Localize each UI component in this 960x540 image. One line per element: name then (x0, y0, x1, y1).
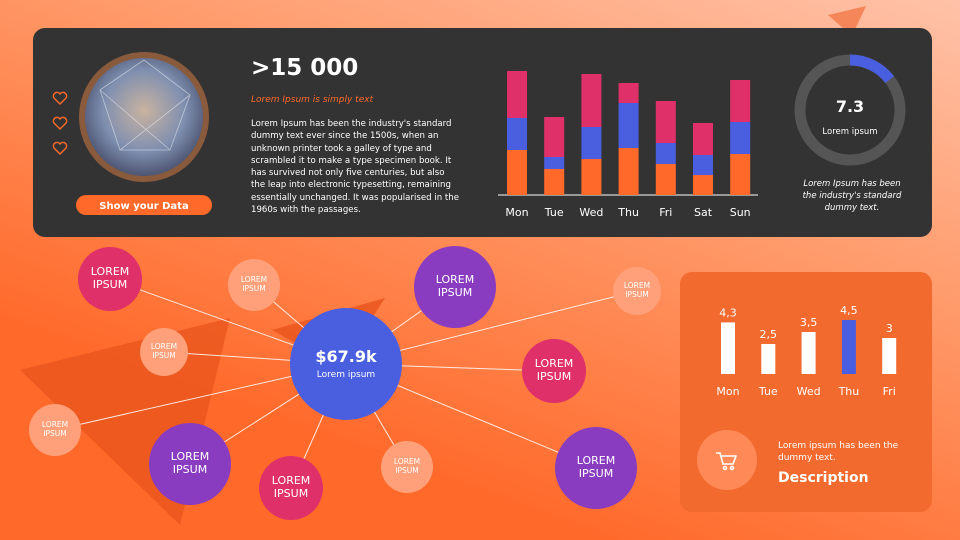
description-text: Lorem ipsum has been the dummy text. (778, 441, 899, 463)
value-label: 4,5 (840, 304, 858, 317)
bar-segment (730, 154, 751, 195)
node-label: LOREM IPSUM (240, 275, 268, 293)
node-label: LOREM IPSUM (393, 457, 421, 475)
node-label: LOREM IPSUM (435, 273, 475, 299)
network-node: LOREM IPSUM (555, 427, 637, 509)
x-tick-label: Wed (579, 206, 603, 219)
stat-value: >15 000 (251, 55, 359, 81)
bar-segment (581, 127, 602, 159)
bar-segment (693, 175, 713, 195)
button-bg[interactable] (76, 195, 212, 215)
description-title: Description (778, 470, 869, 486)
x-tick-label: Wed (797, 385, 821, 398)
network-node: LOREM IPSUM (228, 259, 280, 311)
triangle (828, 6, 866, 36)
bar-segment (581, 159, 602, 195)
node-label: LOREM IPSUM (150, 342, 178, 360)
x-tick-label: Tue (544, 206, 564, 219)
node-label: LOREM IPSUM (623, 281, 651, 299)
x-tick-label: Sun (730, 206, 751, 219)
network-center: $67.9k Lorem ipsum (290, 308, 402, 420)
cart-body (716, 452, 738, 465)
bar-segment (693, 155, 713, 175)
photo-decor (99, 59, 191, 151)
bar-segment (655, 164, 676, 195)
button-label[interactable]: Show your Data (99, 201, 188, 212)
donut-label: Lorem ipsum (822, 127, 877, 137)
x-tick-label: Mon (505, 206, 528, 219)
node-label: LOREM IPSUM (170, 450, 210, 476)
network-node: LOREM IPSUM (29, 404, 81, 456)
bar-segment (581, 74, 602, 127)
network-node: LOREM IPSUM (259, 456, 323, 520)
network-node: LOREM IPSUM (78, 247, 142, 311)
x-tick-label: Thu (838, 385, 860, 398)
network-node: LOREM IPSUM (414, 246, 496, 328)
network-node: LOREM IPSUM (140, 328, 188, 376)
bar (882, 338, 897, 374)
network-node: LOREM IPSUM (613, 267, 661, 315)
bar (801, 332, 816, 374)
profile-photo (79, 52, 209, 182)
x-tick-label: Tue (758, 385, 778, 398)
bar-segment (507, 71, 527, 118)
bar-segment (544, 157, 565, 169)
node-label: LOREM IPSUM (534, 357, 574, 383)
x-tick-label: Sat (694, 206, 713, 219)
cart-wheel (729, 465, 735, 471)
x-tick-label: Mon (716, 385, 739, 398)
network-node: LOREM IPSUM (522, 339, 586, 403)
value-label: 2,5 (760, 328, 778, 341)
value-label: 3,5 (800, 316, 818, 329)
bar-segment (544, 117, 565, 157)
stat-text: Lorem Ipsum has been the industry's stan… (251, 119, 459, 216)
value-label: 3 (886, 322, 893, 335)
stat-subtitle: Lorem Ipsum is simply text (251, 95, 374, 105)
donut-value: 7.3 (836, 97, 864, 116)
bar (841, 320, 856, 374)
bar-segment (507, 118, 527, 150)
bar (761, 344, 776, 374)
x-tick-label: Fri (883, 385, 896, 398)
node-label: LOREM IPSUM (90, 265, 130, 291)
bar-segment (507, 150, 527, 195)
heart-icon (52, 141, 68, 155)
x-tick-label: Fri (659, 206, 672, 219)
bar-segment (544, 169, 565, 195)
network-node: LOREM IPSUM (381, 441, 433, 493)
network-node: LOREM IPSUM (149, 423, 231, 505)
hearts (52, 91, 68, 155)
center-label: Lorem ipsum (316, 369, 376, 380)
heart-icon (52, 116, 68, 130)
bar-segment (618, 148, 639, 195)
photo-lines (99, 59, 191, 151)
bar-segment (693, 123, 713, 155)
bar-segment (730, 122, 751, 154)
value-label: 4,3 (719, 306, 737, 319)
donut-caption: Lorem Ipsum has been the industry's stan… (802, 179, 902, 213)
node-label: LOREM IPSUM (41, 420, 69, 438)
bar (721, 322, 735, 374)
bar-segment (655, 101, 676, 143)
node-label: LOREM IPSUM (271, 474, 311, 500)
donut-arc (849, 54, 895, 84)
x-tick-label: Thu (617, 206, 639, 219)
node-label: LOREM IPSUM (576, 454, 616, 480)
cart-icon (716, 452, 738, 471)
bar-segment (618, 83, 639, 103)
center-value: $67.9k (315, 347, 377, 367)
bar-segment (655, 143, 676, 164)
bar-segment (618, 103, 639, 148)
icon-circle (697, 430, 757, 490)
heart-icon (52, 91, 68, 105)
cart-wheel (722, 465, 728, 471)
bar-segment (730, 80, 751, 122)
